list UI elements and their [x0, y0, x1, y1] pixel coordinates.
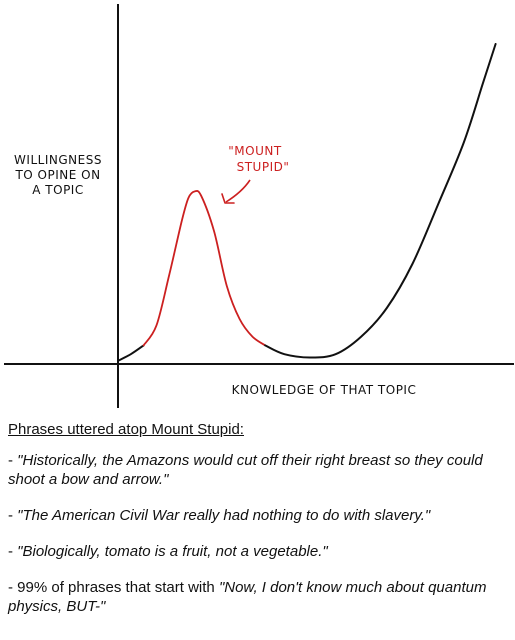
curve-segment-rise	[264, 43, 497, 359]
curve-segment-mount-stupid	[142, 189, 267, 347]
x-axis-label: KNOWLEDGE OF THAT TOPIC	[232, 383, 417, 397]
y-axis-label-line-3: A TOPIC	[32, 183, 83, 197]
phrase-quote: "Historically, the Amazons would cut off…	[8, 452, 483, 488]
curve-segment-start	[117, 344, 145, 362]
curve	[117, 43, 497, 362]
phrase-item: - "The American Civil War really had not…	[8, 506, 508, 525]
phrase-item: - 99% of phrases that start with "Now, I…	[8, 578, 508, 616]
phrase-prefix: - 99% of phrases that start with	[8, 579, 219, 596]
phrase-quote: "Biologically, tomato is a fruit, not a …	[17, 543, 328, 560]
phrase-list: - "Historically, the Amazons would cut o…	[8, 451, 508, 616]
chart: WILLINGNESS TO OPINE ON A TOPIC KNOWLEDG…	[4, 4, 514, 408]
annotation-arrow	[225, 179, 251, 203]
phrase-prefix: -	[8, 452, 18, 469]
phrase-quote: "Now, I don't know much about quantum ph…	[8, 579, 487, 615]
phrase-item: - "Biologically, tomato is a fruit, not …	[8, 542, 508, 561]
annotation-arrow-head	[221, 193, 235, 204]
phrase-prefix: -	[8, 507, 18, 524]
annotation-line-1: "MOUNT	[228, 144, 282, 158]
caption: Phrases uttered atop Mount Stupid: - "Hi…	[8, 420, 508, 633]
phrase-item: - "Historically, the Amazons would cut o…	[8, 451, 508, 489]
annotation-line-2: STUPID"	[237, 160, 290, 174]
phrase-prefix: -	[8, 543, 18, 560]
y-axis-label-line-1: WILLINGNESS	[14, 153, 102, 167]
y-axis-label-line-2: TO OPINE ON	[14, 168, 100, 182]
phrase-quote: "The American Civil War really had nothi…	[17, 507, 431, 524]
caption-heading: Phrases uttered atop Mount Stupid:	[8, 421, 244, 438]
